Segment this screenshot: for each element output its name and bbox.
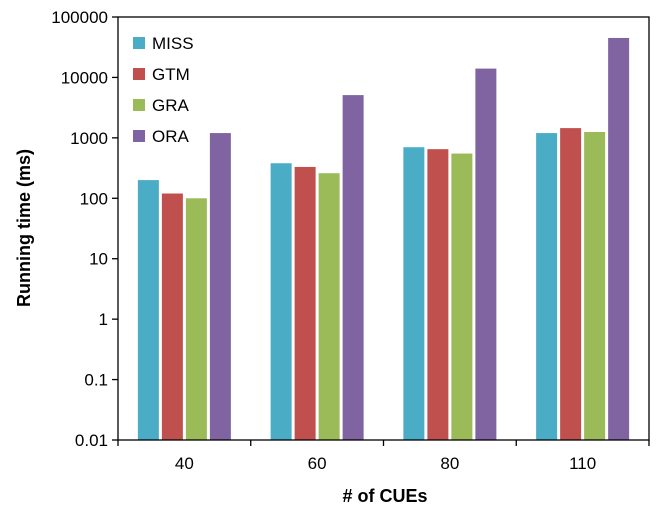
bar-miss-60 xyxy=(270,163,292,440)
x-axis-ticks: 40 60 80 110 xyxy=(117,440,650,473)
legend: MISS GTM GRA ORA xyxy=(133,34,194,146)
bar-gtm-60 xyxy=(294,166,316,441)
bar-ora-110 xyxy=(608,37,630,440)
legend-label-ora: ORA xyxy=(152,127,190,146)
bar-ora-40 xyxy=(209,133,231,440)
bar-gtm-110 xyxy=(560,128,582,441)
bar-gra-60 xyxy=(318,173,340,440)
legend-label-gra: GRA xyxy=(152,96,190,115)
y-axis-ticks: 0.01 0.1 1 10 100 1000 10000 100000 xyxy=(51,8,118,450)
bar-ora-80 xyxy=(475,68,497,440)
bar-gra-80 xyxy=(451,153,473,440)
bar-ora-60 xyxy=(342,95,364,441)
bar-miss-40 xyxy=(137,180,159,440)
bar-gra-110 xyxy=(584,132,606,440)
y-tick-label: 0.1 xyxy=(84,371,108,390)
legend-label-gtm: GTM xyxy=(152,65,190,84)
legend-swatch-gtm xyxy=(133,68,145,80)
y-tick-label: 100 xyxy=(80,189,108,208)
bar-gtm-40 xyxy=(161,193,183,440)
x-axis-title: # of CUEs xyxy=(342,486,427,506)
bar-gra-40 xyxy=(185,198,207,440)
bar-miss-110 xyxy=(536,133,558,440)
y-axis-title: Running time (ms) xyxy=(14,149,34,307)
legend-swatch-ora xyxy=(133,130,145,142)
legend-label-miss: MISS xyxy=(152,34,194,53)
bar-miss-80 xyxy=(403,147,425,440)
bar-gtm-80 xyxy=(427,149,449,440)
y-tick-label: 1000 xyxy=(70,129,108,148)
y-tick-label: 10 xyxy=(89,250,108,269)
y-tick-label: 1 xyxy=(99,310,108,329)
x-tick-label: 80 xyxy=(440,454,459,473)
y-tick-label: 0.01 xyxy=(75,431,108,450)
x-tick-label: 40 xyxy=(175,454,194,473)
y-tick-label: 10000 xyxy=(61,68,108,87)
x-tick-label: 110 xyxy=(569,454,596,473)
bars xyxy=(137,37,630,441)
legend-swatch-gra xyxy=(133,99,145,111)
y-tick-label: 100000 xyxy=(51,8,108,27)
x-tick-label: 60 xyxy=(308,454,327,473)
legend-swatch-miss xyxy=(133,37,145,49)
